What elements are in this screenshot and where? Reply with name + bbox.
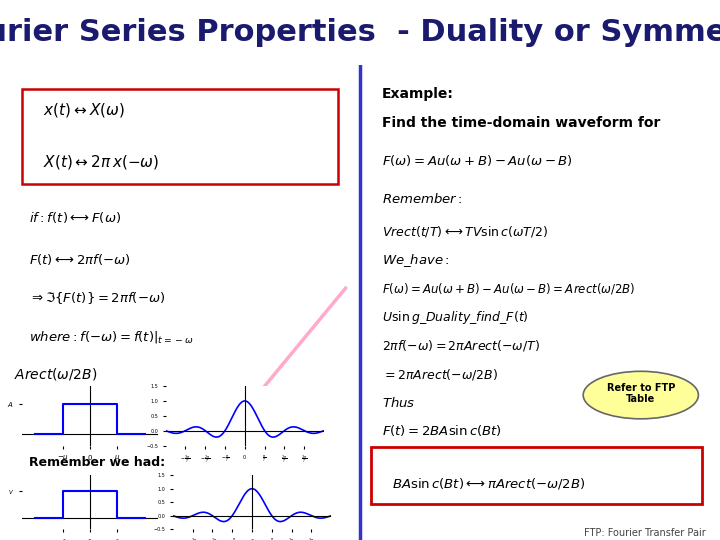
Text: $if : f(t) \longleftrightarrow F(\omega)$: $if : f(t) \longleftrightarrow F(\omega)… [29,210,121,225]
Text: FTP: Fourier Transfer Pair: FTP: Fourier Transfer Pair [584,528,706,538]
Text: $F(\omega) = Au(\omega+B)-Au(\omega-B) = Arect(\omega/2B)$: $F(\omega) = Au(\omega+B)-Au(\omega-B) =… [382,281,635,296]
Text: $X(t) \leftrightarrow 2\pi\, x(-\omega)$: $X(t) \leftrightarrow 2\pi\, x(-\omega)$ [43,153,159,172]
FancyBboxPatch shape [22,89,338,184]
Text: Refer to FTP
Table: Refer to FTP Table [607,383,675,404]
Text: $\Rightarrow \Im\{F(t)\} = 2\pi f(-\omega)$: $\Rightarrow \Im\{F(t)\} = 2\pi f(-\omeg… [29,291,165,306]
Text: $We\_have:$: $We\_have:$ [382,252,449,269]
Text: Example:: Example: [382,87,454,101]
Ellipse shape [583,372,698,419]
Text: $F(t) = 2BA\sin c(Bt)$: $F(t) = 2BA\sin c(Bt)$ [382,423,501,438]
Text: $Thus$: $Thus$ [382,396,415,410]
Text: $U\sin g\_Duality\_find\_F(t)$: $U\sin g\_Duality\_find\_F(t)$ [382,309,528,326]
Text: $Remember:$: $Remember:$ [382,192,462,206]
Text: $2\pi f(-\omega) = 2\pi Arect(-\omega/T)$: $2\pi f(-\omega) = 2\pi Arect(-\omega/T)… [382,339,539,353]
Text: Remember we had:: Remember we had: [29,456,165,469]
Text: $Arect(\omega/2B)$: $Arect(\omega/2B)$ [14,366,98,382]
Text: $where : f(-\omega) = f(t)|_{t=-\omega}$: $where : f(-\omega) = f(t)|_{t=-\omega}$ [29,329,194,345]
Text: $F(\omega) = Au(\omega+B) - Au(\omega-B)$: $F(\omega) = Au(\omega+B) - Au(\omega-B)… [382,153,572,167]
Text: $Vrect(t/T) \longleftrightarrow TV\sin c(\omega T/2)$: $Vrect(t/T) \longleftrightarrow TV\sin c… [382,225,547,239]
FancyBboxPatch shape [371,447,702,504]
Text: $= 2\pi Arect(-\omega/2B)$: $= 2\pi Arect(-\omega/2B)$ [382,367,498,382]
Text: $x(t) \leftrightarrow X(\omega)$: $x(t) \leftrightarrow X(\omega)$ [43,101,125,119]
Text: $F(t) \longleftrightarrow 2\pi f(-\omega)$: $F(t) \longleftrightarrow 2\pi f(-\omega… [29,252,130,267]
Text: $BA\sin c(Bt) \longleftrightarrow \pi Arect(-\omega/2B)$: $BA\sin c(Bt) \longleftrightarrow \pi Ar… [392,476,586,491]
Text: Find the time-domain waveform for: Find the time-domain waveform for [382,116,660,130]
Text: Fourier Series Properties  - Duality or Symmetry: Fourier Series Properties - Duality or S… [0,18,720,47]
